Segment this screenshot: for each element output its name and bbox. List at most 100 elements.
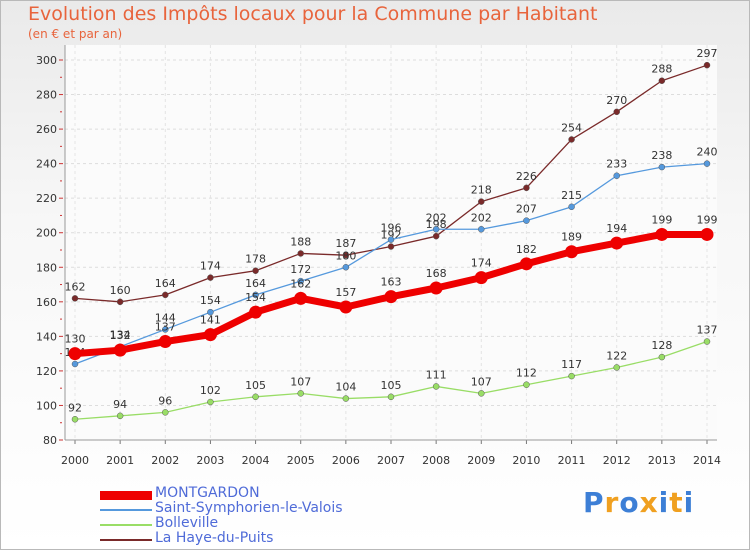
data-point: [207, 274, 214, 281]
data-point: [703, 338, 711, 345]
data-point: [432, 232, 440, 240]
data-point: [158, 335, 172, 349]
data-label: 238: [651, 149, 672, 162]
data-label: 107: [471, 375, 492, 388]
data-point: [658, 353, 666, 361]
data-label: 164: [245, 277, 266, 290]
logo-letter: o: [619, 486, 640, 519]
data-point: [429, 281, 443, 295]
data-point: [297, 390, 304, 397]
data-point: [116, 412, 124, 420]
data-point: [613, 172, 620, 179]
proxiti-logo: Proxiti: [583, 486, 694, 519]
y-tick-label: 160: [36, 296, 57, 309]
x-tick-label: 2007: [377, 454, 405, 467]
x-tick-label: 2000: [61, 454, 89, 467]
legend-swatch: [100, 524, 152, 526]
data-label: 112: [516, 367, 537, 380]
data-point: [249, 305, 263, 319]
data-point: [568, 203, 575, 211]
data-point: [613, 364, 620, 371]
x-tick-label: 2008: [422, 454, 450, 467]
data-point: [297, 250, 304, 257]
data-label: 92: [68, 401, 82, 414]
logo-letter: r: [604, 486, 620, 519]
data-point: [478, 226, 485, 233]
data-point: [71, 295, 79, 302]
y-tick-label: 260: [36, 123, 57, 136]
data-point: [658, 77, 666, 84]
data-label: 164: [155, 277, 176, 290]
data-point: [658, 163, 666, 171]
y-tick-label: 100: [36, 399, 57, 412]
y-tick-label: 300: [36, 54, 57, 67]
data-label: 144: [155, 311, 176, 324]
data-point: [252, 267, 259, 274]
y-tick-label: 200: [36, 227, 57, 240]
data-point: [700, 227, 714, 241]
legend-swatch: [100, 509, 152, 511]
y-tick-label: 180: [36, 261, 57, 274]
data-label: 111: [426, 368, 447, 381]
logo-letter: P: [583, 486, 605, 519]
data-point: [342, 264, 350, 271]
data-point: [207, 398, 214, 406]
data-label: 202: [471, 211, 492, 224]
data-point: [478, 198, 485, 205]
data-point: [387, 236, 395, 243]
data-label: 105: [245, 379, 266, 392]
data-point: [519, 257, 533, 271]
data-point: [478, 390, 485, 397]
data-label: 198: [426, 218, 447, 231]
data-label: 218: [471, 184, 492, 197]
data-point: [71, 416, 79, 423]
data-label: 160: [110, 284, 131, 297]
data-point: [384, 290, 398, 304]
data-point: [523, 217, 530, 224]
data-point: [162, 291, 169, 299]
data-point: [252, 393, 259, 401]
chart-subtitle: (en € et par an): [28, 27, 123, 41]
data-label: 182: [516, 243, 537, 256]
data-label: 104: [335, 381, 356, 394]
data-label: 157: [335, 286, 356, 299]
data-point: [339, 300, 353, 314]
legend-label: La Haye-du-Puits: [155, 530, 274, 546]
data-label: 130: [65, 333, 86, 346]
data-label: 117: [561, 358, 582, 371]
data-point: [568, 372, 575, 380]
data-point: [610, 236, 624, 250]
legend-label: Bolleville: [155, 515, 219, 531]
data-label: 207: [516, 203, 537, 216]
x-tick-label: 2006: [332, 454, 360, 467]
x-tick-label: 2012: [603, 454, 631, 467]
data-label: 215: [561, 189, 582, 202]
legend-swatch: [100, 490, 152, 500]
data-label: 202: [426, 211, 447, 224]
x-tick-label: 2009: [467, 454, 495, 467]
data-point: [162, 409, 169, 416]
data-label: 162: [65, 280, 86, 293]
data-label: 180: [335, 249, 356, 262]
data-label: 174: [200, 260, 221, 273]
x-tick-label: 2005: [287, 454, 315, 467]
data-label: 196: [381, 222, 402, 235]
data-label: 172: [290, 263, 311, 276]
y-tick-label: 140: [36, 330, 57, 343]
data-point: [113, 343, 127, 357]
x-tick-label: 2014: [693, 454, 721, 467]
data-point: [297, 277, 304, 285]
data-label: 233: [606, 158, 627, 171]
data-point: [342, 395, 350, 402]
data-point: [116, 298, 124, 306]
data-point: [613, 108, 620, 116]
data-label: 226: [516, 170, 537, 183]
x-tick-label: 2004: [242, 454, 270, 467]
x-tick-label: 2002: [151, 454, 179, 467]
x-tick-label: 2010: [512, 454, 540, 467]
data-label: 162: [290, 277, 311, 290]
legend-label: MONTGARDON: [155, 485, 260, 501]
data-label: 199: [697, 213, 718, 226]
x-tick-label: 2011: [558, 454, 586, 467]
